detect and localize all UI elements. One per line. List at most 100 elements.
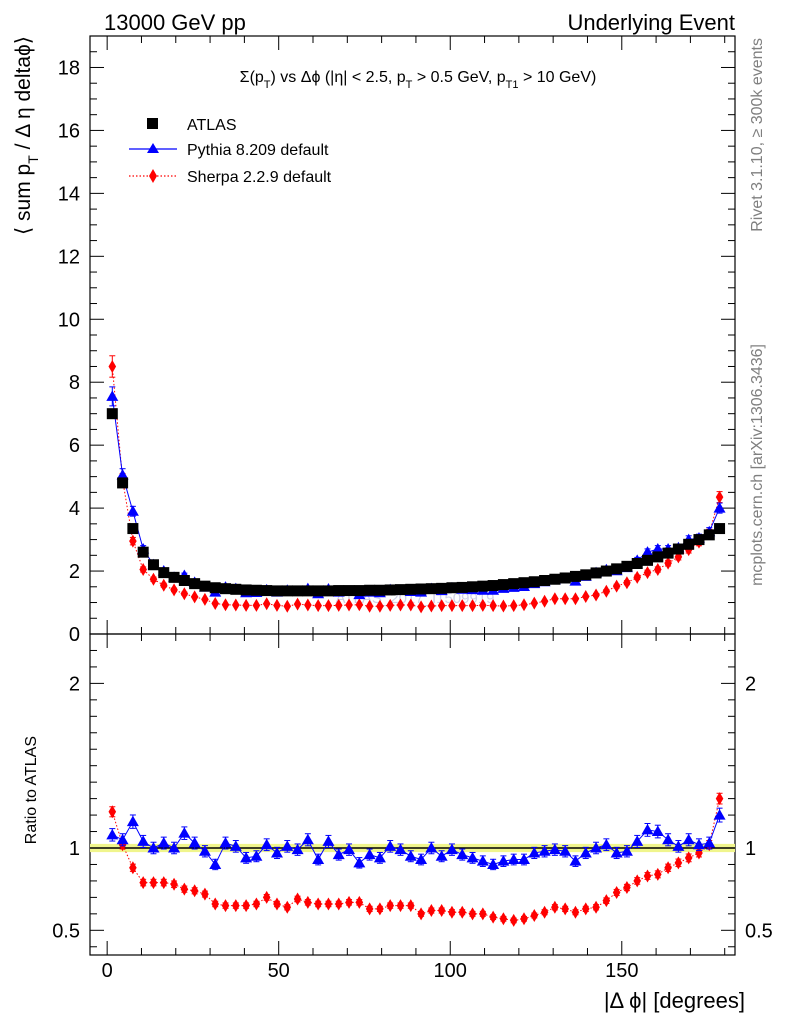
pythia-ratio-point	[456, 848, 469, 860]
pythia-ratio-point	[250, 850, 263, 861]
atlas-point	[240, 584, 252, 596]
atlas-point	[497, 579, 509, 591]
atlas-point	[569, 570, 581, 582]
sherpa-ratio-point	[139, 876, 147, 890]
main-y-tick-label: 16	[58, 120, 80, 142]
atlas-point	[487, 580, 499, 592]
atlas-point	[559, 572, 571, 584]
sherpa-ratio-line	[111, 798, 721, 921]
atlas-point	[292, 585, 304, 597]
sherpa-point	[314, 599, 322, 613]
pythia-point	[126, 505, 139, 516]
pythia-point	[106, 390, 119, 401]
sherpa-ratio-point	[108, 805, 117, 819]
pythia-ratio-point	[301, 833, 314, 845]
main-y-tick-label: 6	[69, 435, 80, 457]
sherpa-point	[129, 534, 137, 548]
atlas-point	[312, 585, 324, 597]
atlas-point	[261, 585, 273, 597]
pythia-ratio-point	[610, 846, 623, 858]
main-y-tick-labels: 0 2 4 6 8 10 12 14 16 18	[58, 57, 80, 646]
sherpa-point	[654, 562, 662, 576]
x-tick-labels: 0 50 100 150	[102, 960, 639, 982]
sherpa-ratio-point	[211, 897, 220, 911]
sherpa-ratio-point	[221, 899, 230, 913]
sherpa-ratio-point	[149, 876, 158, 890]
sherpa-point	[715, 490, 724, 504]
atlas-point	[106, 408, 118, 420]
pythia-ratio-point	[240, 851, 253, 863]
atlas-point	[343, 585, 355, 597]
pythia-point	[713, 502, 726, 513]
pythia-ratio-point	[672, 840, 685, 851]
sherpa-point	[458, 599, 467, 613]
sherpa-point	[293, 597, 302, 611]
pythia-ratio-point	[528, 846, 541, 858]
pythia-ratio-point	[332, 848, 345, 860]
atlas-point	[467, 581, 479, 593]
atlas-point	[220, 583, 232, 595]
sherpa-point	[612, 579, 621, 593]
sherpa-point	[571, 592, 580, 606]
pythia-ratio-point	[590, 842, 603, 853]
pythia-ratio-point	[188, 837, 201, 848]
pythia-ratio-point	[291, 843, 304, 855]
sherpa-point	[509, 599, 518, 613]
sherpa-point	[437, 599, 446, 613]
atlas-point	[189, 578, 201, 590]
pythia-ratio-point	[404, 850, 417, 861]
atlas-point	[580, 569, 592, 581]
atlas-point	[590, 567, 602, 579]
sherpa-ratio-point	[715, 792, 724, 806]
pythia-ratio-point	[703, 837, 716, 848]
x-tick-label: 150	[605, 960, 638, 982]
main-y-tick-label: 4	[69, 498, 80, 520]
sherpa-point	[334, 598, 343, 612]
ratio-y-tick-labels: 0.5 0.5 1 1 2 2	[52, 673, 773, 942]
sherpa-point	[252, 598, 261, 612]
x-tick-label: 0	[102, 960, 113, 982]
sherpa-ratio-point	[314, 897, 322, 911]
sherpa-point	[283, 599, 292, 613]
sherpa-point	[581, 590, 590, 604]
sherpa-ratio-point	[592, 900, 600, 914]
sherpa-ratio-point	[283, 900, 292, 914]
sherpa-ratio-point	[376, 902, 384, 916]
sherpa-point	[190, 590, 199, 604]
main-axis-ticks	[90, 35, 735, 635]
atlas-point	[518, 577, 530, 589]
rivet-label: Rivet 3.1.10, ≥ 300k events	[749, 38, 766, 232]
pythia-ratio-point	[157, 837, 170, 848]
sherpa-point	[643, 566, 652, 580]
pythia-ratio-point	[682, 833, 695, 845]
atlas-point	[693, 534, 705, 546]
atlas-point	[168, 571, 180, 583]
sherpa-ratio-point	[273, 897, 281, 911]
pythia-ratio-point	[312, 853, 325, 865]
pythia-ratio-point	[476, 855, 489, 866]
atlas-point	[652, 551, 664, 563]
pythia-ratio-point	[178, 827, 191, 838]
sherpa-ratio-point	[180, 882, 189, 896]
pythia-ratio-point	[466, 851, 479, 863]
sherpa-point	[345, 598, 353, 612]
ratio-y-label: Ratio to ATLAS	[23, 736, 40, 844]
sherpa-ratio-point	[386, 899, 394, 913]
main-y-tick-label: 18	[58, 57, 80, 79]
sherpa-ratio-point	[170, 877, 178, 891]
atlas-point	[199, 580, 211, 592]
atlas-point	[178, 574, 190, 586]
sherpa-point	[221, 598, 230, 612]
legend-sherpa-label: Sherpa 2.2.9 default	[187, 169, 332, 186]
sherpa-ratio-point	[232, 899, 240, 913]
atlas-point	[631, 557, 643, 569]
sherpa-point	[468, 599, 477, 613]
sherpa-point	[540, 594, 549, 608]
sherpa-point	[262, 597, 271, 611]
pythia-ratio-point	[631, 835, 644, 846]
pythia-ratio-point	[106, 828, 119, 840]
pythia-ratio-point	[353, 856, 366, 868]
pythia-ratio-point	[507, 853, 520, 865]
ratio-y-tick-label: 2	[69, 673, 80, 695]
ratio-y-tick-label: 1	[69, 838, 80, 860]
